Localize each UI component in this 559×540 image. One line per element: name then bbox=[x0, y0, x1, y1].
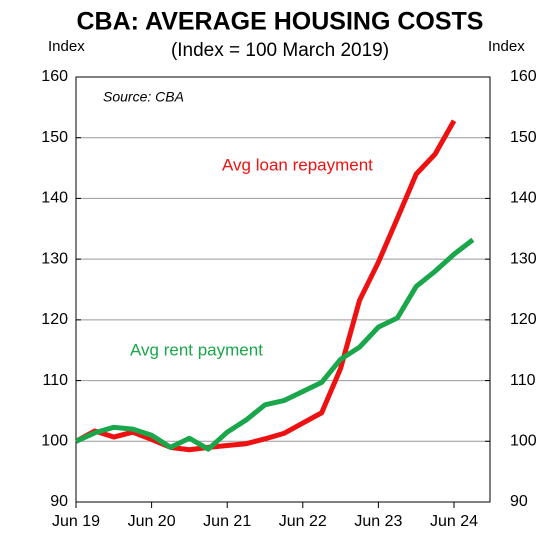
chart-subtitle: (Index = 100 March 2019) bbox=[171, 40, 389, 61]
y2-tick-label: 130 bbox=[510, 250, 537, 267]
series-line bbox=[74, 119, 457, 453]
y-tick-label: 150 bbox=[41, 129, 68, 146]
plot-frame bbox=[75, 76, 491, 503]
source-note: Source: CBA bbox=[103, 89, 184, 105]
x-tick-label: Jun 19 bbox=[52, 513, 100, 530]
x-tick-label: Jun 20 bbox=[128, 513, 176, 530]
y2-tick-label: 150 bbox=[510, 129, 537, 146]
y-tick-label: 160 bbox=[41, 68, 68, 85]
series-annotation: Avg loan repayment bbox=[222, 155, 373, 174]
y-tick-label: 140 bbox=[41, 190, 68, 207]
y2-tick-label: 100 bbox=[510, 433, 537, 450]
y2-tick-label: 120 bbox=[510, 311, 537, 328]
y-tick-label: 90 bbox=[50, 493, 68, 510]
series-annotation: Avg rent payment bbox=[130, 340, 263, 359]
y2-tick-label: 160 bbox=[510, 68, 537, 85]
y-tick-label: 130 bbox=[41, 250, 68, 267]
x-tick-label: Jun 23 bbox=[354, 513, 402, 530]
x-tick-label: Jun 24 bbox=[430, 513, 478, 530]
y-tick-label: 120 bbox=[41, 311, 68, 328]
y2-tick-label: 90 bbox=[510, 493, 528, 510]
x-tick-label: Jun 22 bbox=[279, 513, 327, 530]
y-axis-label: Index bbox=[48, 38, 85, 55]
x-tick-label: Jun 21 bbox=[203, 513, 251, 530]
chart-title: CBA: AVERAGE HOUSING COSTS bbox=[77, 8, 484, 36]
y-tick-label: 110 bbox=[42, 372, 68, 389]
series-line bbox=[74, 237, 475, 452]
y2-tick-label: 140 bbox=[510, 190, 537, 207]
y2-axis-label: Index bbox=[488, 38, 525, 55]
y-tick-label: 100 bbox=[41, 433, 68, 450]
y2-tick-label: 110 bbox=[510, 372, 536, 389]
